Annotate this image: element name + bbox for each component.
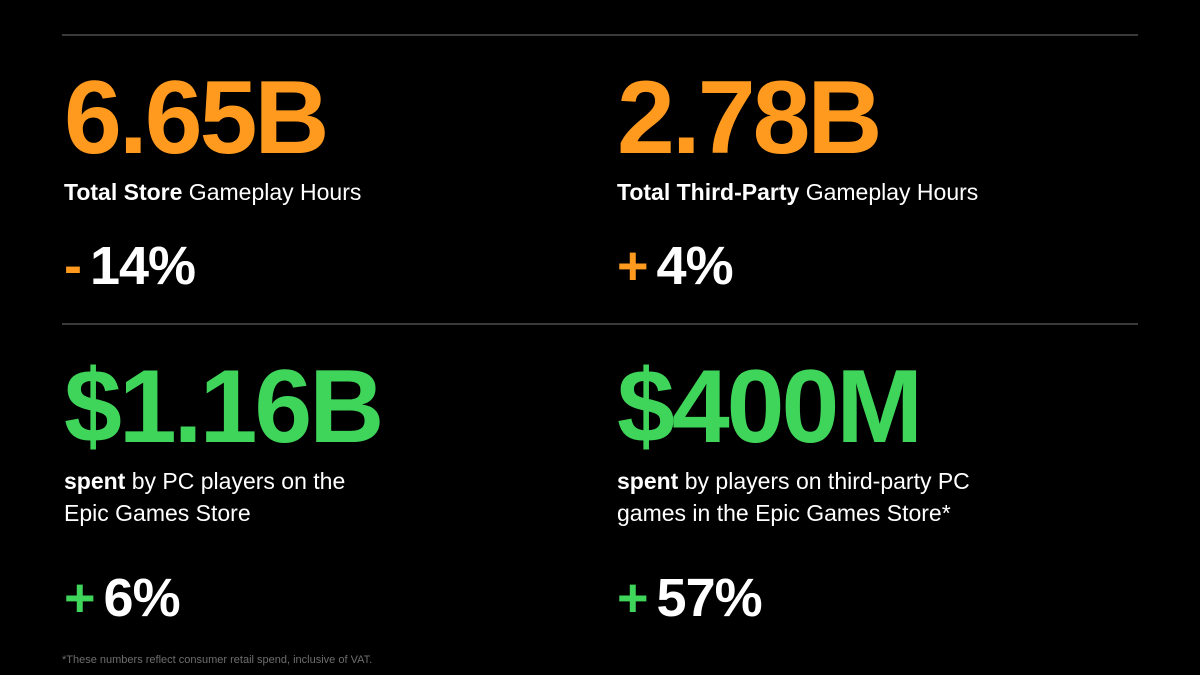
- stat-third-party-spend: $400M spent by players on third-party PC…: [617, 349, 1137, 626]
- stat-label: spent by players on third-party PC games…: [617, 465, 1137, 529]
- middle-divider: [62, 323, 1138, 325]
- stat-label-rest: by PC players on the: [125, 468, 346, 494]
- plus-icon: +: [617, 568, 649, 628]
- stat-label: spent by PC players on the Epic Games St…: [64, 465, 584, 529]
- plus-icon: +: [617, 236, 649, 296]
- stat-pc-player-spend: $1.16B spent by PC players on the Epic G…: [64, 349, 584, 626]
- stat-label-rest: Gameplay Hours: [182, 179, 362, 205]
- stat-change-value: 4%: [656, 236, 734, 296]
- stat-label-bold: spent: [617, 468, 679, 494]
- stat-label-bold: spent: [64, 468, 126, 494]
- stat-change-value: 57%: [656, 568, 763, 628]
- stat-value: $400M: [617, 349, 923, 465]
- stat-label-bold: Total Store: [64, 179, 183, 205]
- stat-change: + 6%: [64, 568, 181, 628]
- plus-icon: +: [64, 568, 96, 628]
- stat-store-gameplay-hours: 6.65B Total Store Gameplay Hours - 14%: [64, 60, 584, 294]
- stat-label-line2: Epic Games Store: [64, 500, 251, 526]
- stat-third-party-gameplay-hours: 2.78B Total Third-Party Gameplay Hours +…: [617, 60, 1137, 294]
- stat-label: Total Third-Party Gameplay Hours: [617, 176, 1137, 208]
- stat-label-bold: Total Third-Party: [617, 179, 800, 205]
- stat-change: + 4%: [617, 236, 734, 296]
- footnote: *These numbers reflect consumer retail s…: [62, 654, 373, 666]
- stat-label-rest: Gameplay Hours: [799, 179, 979, 205]
- minus-icon: -: [64, 236, 82, 296]
- top-divider: [62, 34, 1138, 36]
- stat-value: $1.16B: [64, 349, 384, 465]
- stat-value: 2.78B: [617, 60, 883, 176]
- stat-change-value: 6%: [103, 568, 181, 628]
- stat-change: + 57%: [617, 568, 763, 628]
- stat-label: Total Store Gameplay Hours: [64, 176, 584, 208]
- stat-change: - 14%: [64, 236, 196, 296]
- stat-change-value: 14%: [89, 236, 196, 296]
- stat-label-line2: games in the Epic Games Store*: [617, 500, 951, 526]
- stat-label-rest: by players on third-party PC: [678, 468, 970, 494]
- stat-value: 6.65B: [64, 60, 330, 176]
